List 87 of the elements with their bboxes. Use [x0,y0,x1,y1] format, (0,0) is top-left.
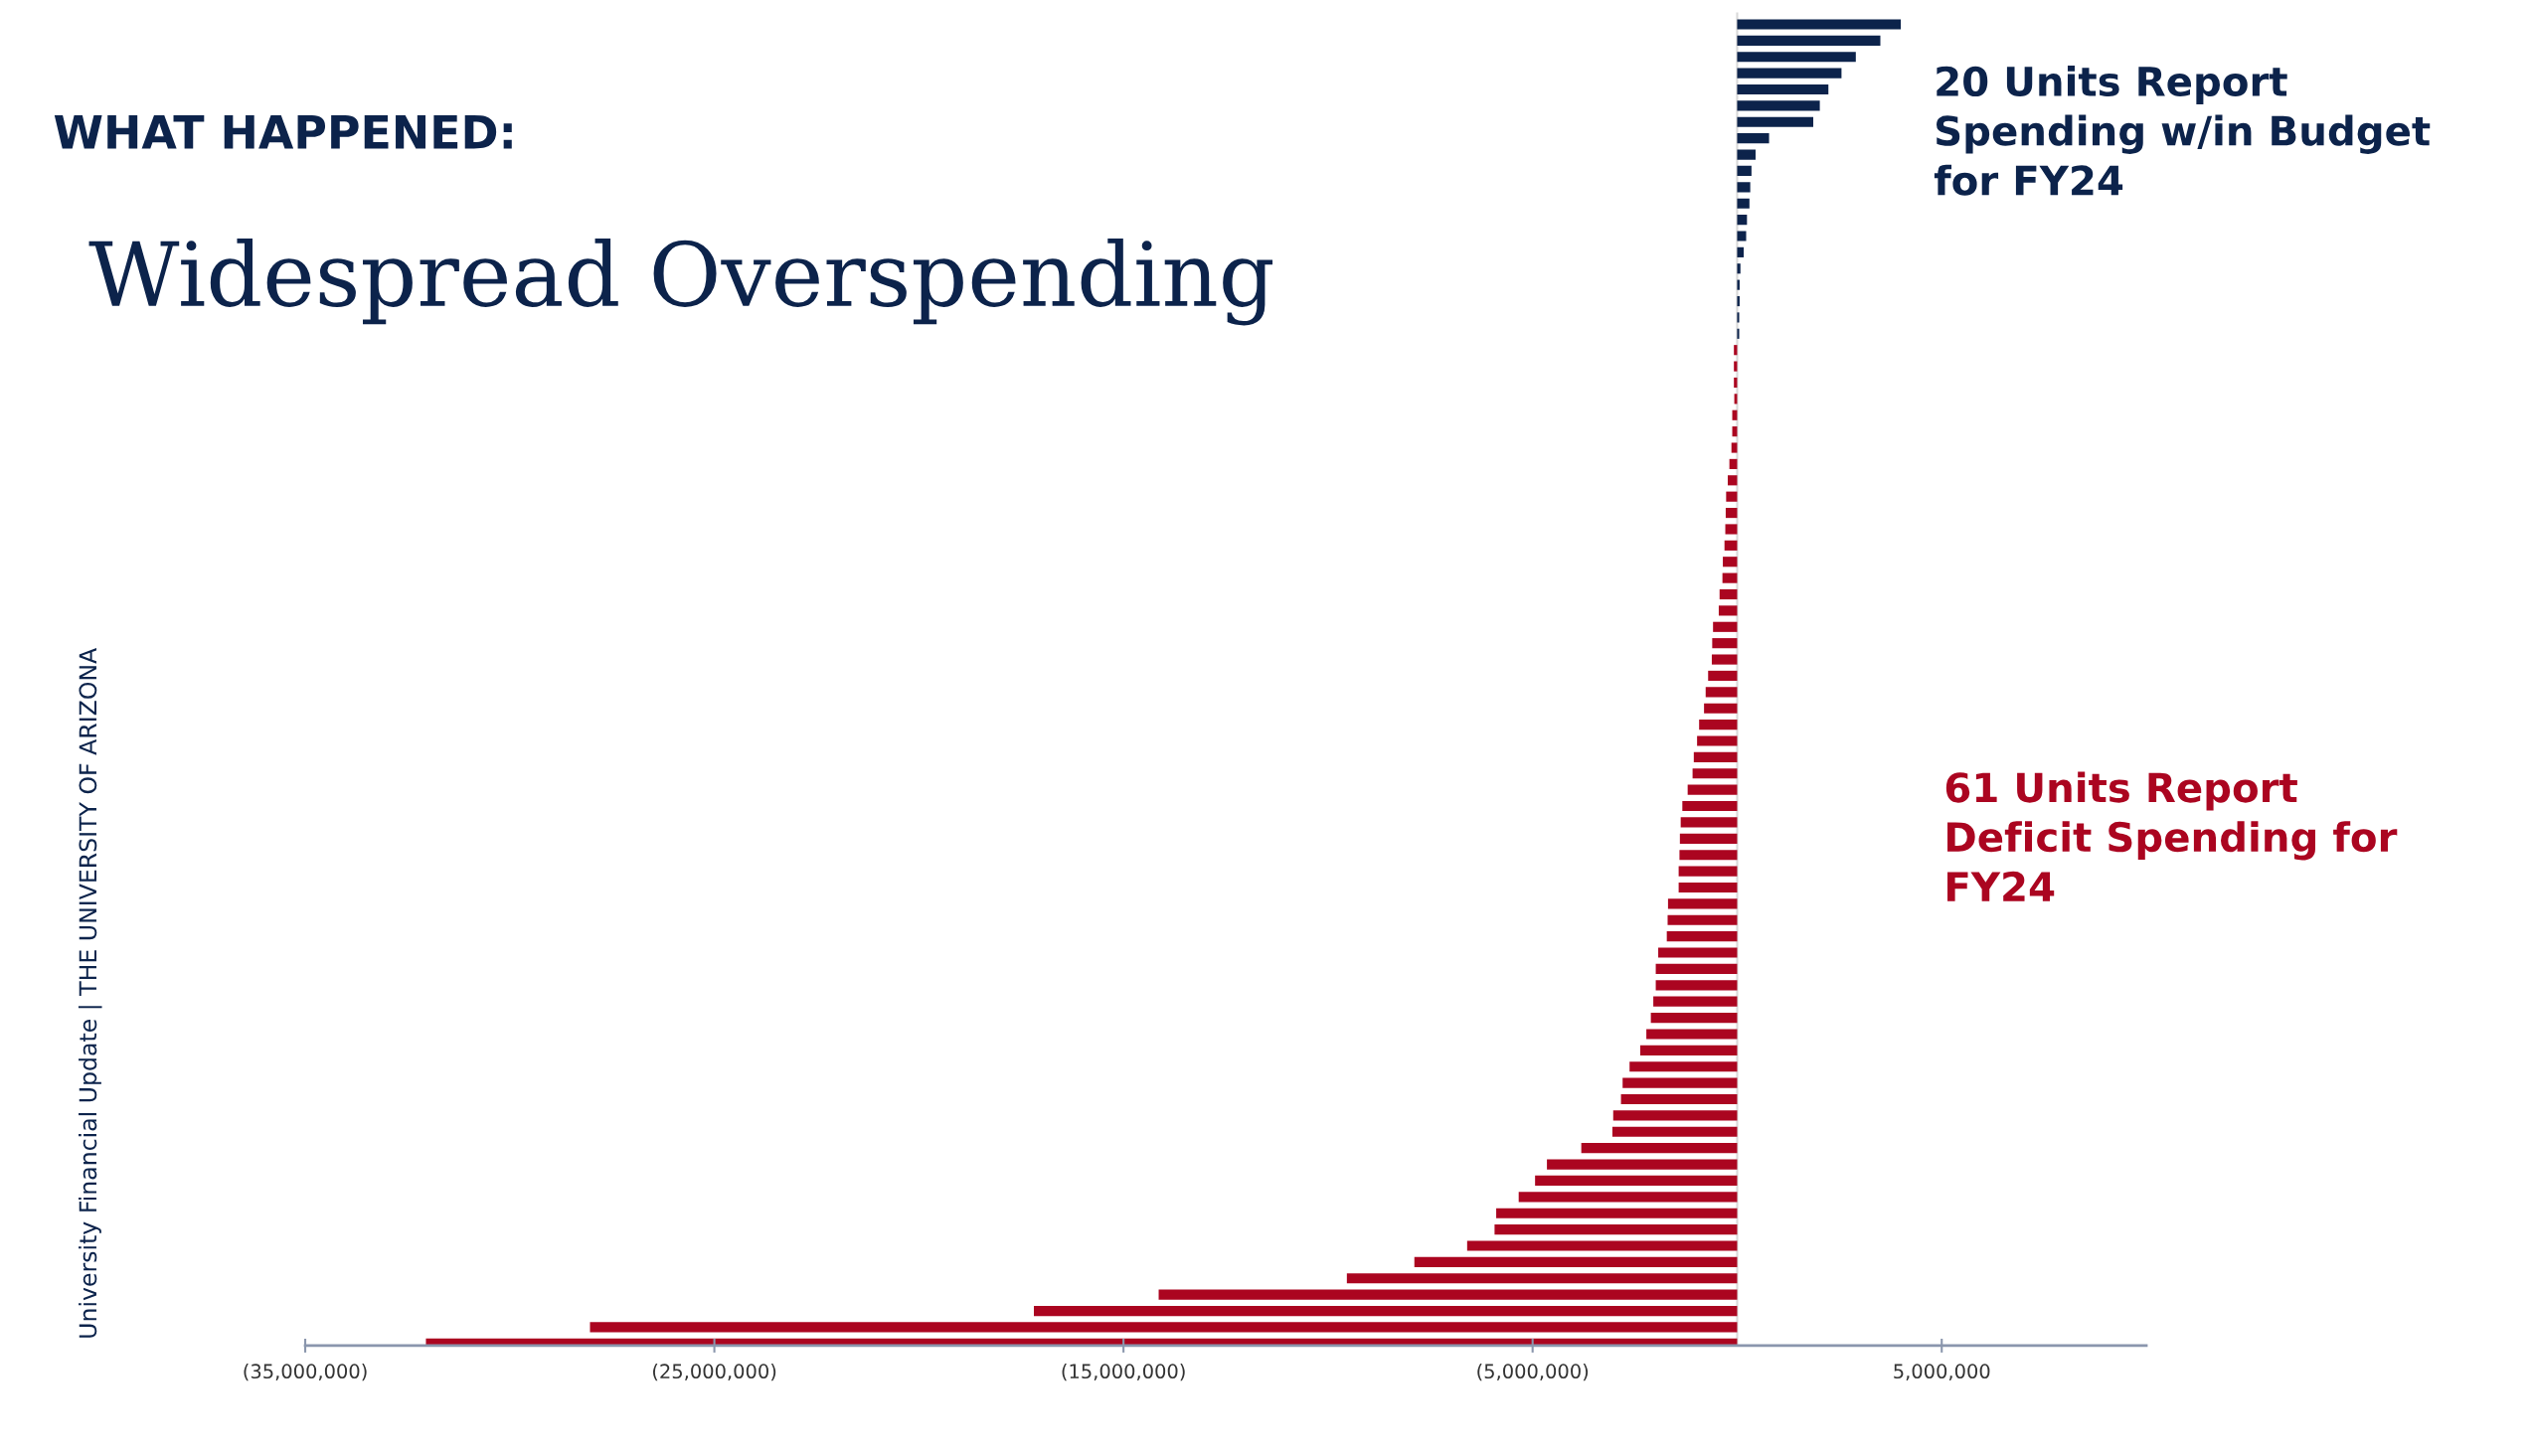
bar [590,1322,1738,1333]
bar [1737,19,1902,30]
bar [1667,898,1738,909]
bar [1737,116,1814,127]
bar [1737,83,1829,95]
bar [1466,1240,1738,1251]
bar [1678,866,1738,877]
x-tick-label: 5,000,000 [1894,1364,1990,1381]
bar [1655,980,1738,991]
bar [1737,328,1740,339]
bar [1737,215,1748,226]
bar [1712,638,1738,649]
bar [1737,100,1820,111]
bar [1622,1077,1738,1088]
bar [1705,687,1738,698]
bar [1725,524,1738,535]
bar [1414,1256,1738,1267]
bar [1346,1273,1738,1284]
bar [1734,377,1738,389]
bar [1737,263,1741,274]
bar [1737,231,1747,242]
text: WHAT HAPPENED: [54,115,512,149]
bar [1692,768,1738,779]
bar [1679,833,1738,844]
bar [1737,149,1756,160]
bar [1711,654,1738,665]
bar [1666,931,1738,942]
bar [1629,1061,1738,1072]
bar [1737,165,1752,177]
bar [1650,1013,1738,1024]
bar [1494,1224,1738,1235]
bar [1667,914,1738,925]
bar [1734,345,1738,356]
bar [1737,279,1740,290]
bar [1158,1289,1738,1300]
bar [1713,621,1738,632]
bar [1728,475,1738,486]
bar [1680,817,1738,828]
bar [1682,800,1738,812]
x-tick-label: (35,000,000) [244,1364,367,1381]
bar [1737,133,1770,144]
text: Widespread Overspending [88,239,1273,326]
bar [1737,198,1750,209]
bar [1723,557,1738,567]
bar [1620,1093,1738,1105]
bar [1737,35,1881,46]
bar [1718,605,1738,616]
bar [1737,182,1751,193]
bar [1708,670,1738,682]
bar [1699,720,1738,730]
x-tick-label: (5,000,000) [1477,1364,1589,1381]
bar [1734,361,1738,372]
bar [1704,703,1738,714]
x-tick-label: (15,000,000) [1062,1364,1185,1381]
bar [1719,588,1738,600]
annotation: 61 Units Report Deficit Spending for FY24 [1945,771,2398,901]
bar [1646,1029,1738,1040]
bar [1722,572,1738,583]
bar [1678,882,1738,893]
bar [1496,1208,1738,1218]
bar [1737,68,1842,79]
bar [1687,784,1738,795]
bar [1725,507,1738,519]
x-tick-label: (25,000,000) [653,1364,776,1381]
bar [1737,52,1856,63]
bar [1535,1175,1738,1187]
bar [1611,1126,1738,1137]
bar [1639,1045,1738,1055]
bar [1547,1159,1738,1170]
bar [1693,751,1738,762]
annotation: 20 Units Report Spending w/in Budget for FY24 [1934,65,2431,196]
bar [1581,1143,1738,1154]
bar [1737,312,1740,323]
bar [1737,246,1745,257]
bar [1724,540,1738,551]
bar [1658,947,1738,958]
bar [1034,1305,1738,1317]
bar [1726,491,1738,502]
bar [1679,850,1738,861]
bar [1612,1110,1738,1121]
bar [1655,963,1738,974]
bar [1731,442,1738,453]
bar [1653,996,1738,1007]
bar [1737,295,1740,307]
text: University Financial Update | THE UNIVERSITY OF ARIZONA [78,647,102,1338]
bar [1697,735,1738,746]
bar [1518,1192,1738,1203]
